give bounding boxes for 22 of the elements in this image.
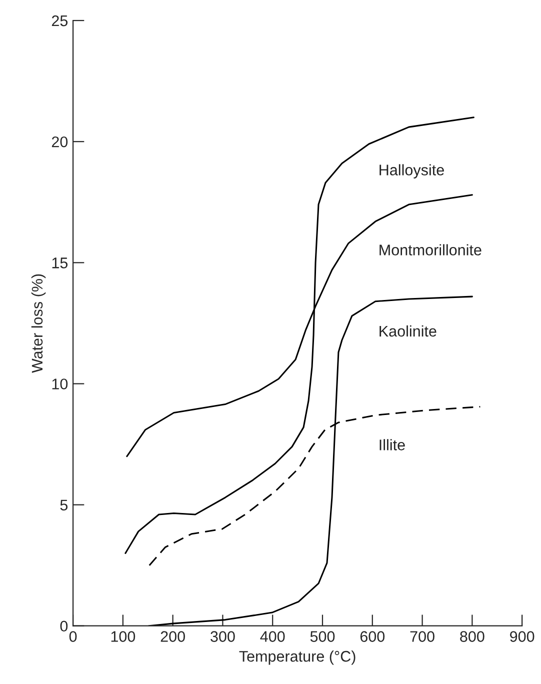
x-tick-label: 300	[210, 631, 235, 642]
series-label: Montmorillonite	[380, 244, 482, 256]
y-tick-label: 0	[60, 620, 68, 632]
y-tick-label: 20	[52, 136, 68, 148]
y-axis-title: Water loss (%)	[31, 274, 46, 373]
y-tick-label: 5	[60, 500, 68, 510]
x-tick-label: 100	[111, 631, 136, 642]
y-tick-label: 10	[52, 378, 68, 390]
x-tick-label: 700	[410, 631, 434, 642]
y-tick-label: 15	[52, 258, 68, 268]
x-tick-label: 800	[460, 631, 484, 642]
series-label: Kaolinite	[380, 325, 436, 337]
x-tick-label: 0	[69, 631, 77, 642]
series-label: Illite	[380, 439, 405, 450]
x-tick-label: 400	[260, 631, 285, 642]
x-tick-label: 600	[360, 631, 385, 642]
x-axis-title: Temperature (°C)	[239, 650, 356, 665]
x-tick-label: 500	[310, 631, 335, 642]
x-tick-label: 900	[510, 631, 534, 642]
y-tick-label: 25	[52, 15, 68, 26]
series-label: Halloysite	[380, 164, 444, 178]
x-tick-label: 200	[160, 631, 185, 642]
